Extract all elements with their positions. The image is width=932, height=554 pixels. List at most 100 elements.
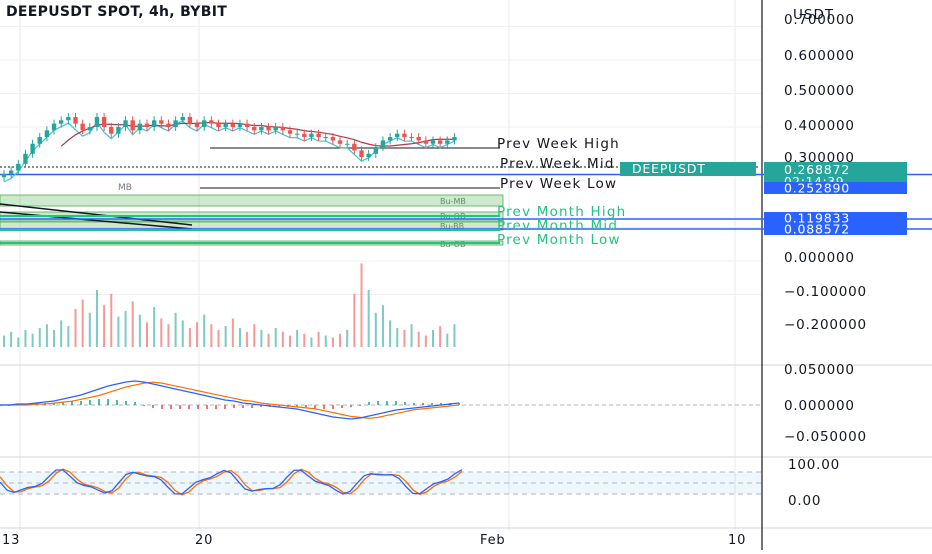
- level-label-2: Prev Week Low: [500, 176, 617, 192]
- volume-bar: [67, 326, 70, 347]
- candle-body: [244, 123, 250, 127]
- candle-body: [395, 133, 400, 138]
- stoch-tick-label-0: 100.00: [788, 457, 840, 473]
- volume-bar: [81, 299, 84, 347]
- candle-body: [237, 123, 243, 127]
- volume-bar: [274, 328, 277, 347]
- volume-bar: [17, 337, 20, 347]
- macd-histogram-bar: [296, 405, 298, 407]
- candle-body: [230, 123, 235, 127]
- price-tick-label-6: −0.100000: [784, 284, 867, 300]
- volume-bar: [381, 305, 384, 347]
- volume-bar: [117, 316, 120, 347]
- candle-body: [116, 127, 121, 134]
- zone-label-3: Bu-OB: [440, 240, 465, 249]
- time-tick-label-1: 20: [195, 533, 213, 548]
- volume-bar: [424, 335, 427, 347]
- candle-body: [109, 127, 114, 134]
- volume-bar: [167, 324, 170, 347]
- volume-bar: [303, 333, 306, 347]
- volume-bar: [231, 318, 234, 347]
- macd-histogram-bar: [314, 405, 316, 409]
- volume-bar: [281, 331, 284, 347]
- macd-histogram-bar: [458, 403, 460, 405]
- macd-histogram-bar: [395, 401, 397, 405]
- volume-bar: [317, 331, 320, 347]
- volume-bar: [331, 337, 334, 347]
- macd-histogram-bar: [224, 405, 226, 409]
- candle-body: [187, 116, 193, 124]
- candle-body: [130, 120, 135, 131]
- price-tick-label-5: 0.000000: [784, 250, 855, 266]
- macd-histogram-bar: [404, 402, 406, 405]
- candle-body: [437, 140, 443, 144]
- candle-body: [287, 130, 293, 134]
- level-label-3: Prev Month High: [497, 204, 626, 220]
- candle-body: [373, 147, 378, 154]
- volume-bar: [267, 333, 270, 347]
- volume-bar: [53, 329, 56, 347]
- macd-tick-label-0: 0.050000: [784, 362, 855, 378]
- macd-histogram-bar: [197, 405, 199, 409]
- macd-histogram-bar: [179, 405, 181, 409]
- volume-bar: [439, 326, 442, 347]
- candle-body: [66, 116, 71, 121]
- volume-bar: [324, 335, 327, 347]
- macd-histogram-bar: [215, 405, 217, 409]
- macd-histogram-bar: [170, 405, 172, 409]
- macd-histogram-bar: [431, 403, 433, 405]
- price-badge-value-2: 0.119833: [784, 211, 850, 226]
- candle-body: [223, 123, 228, 127]
- candle-body: [302, 133, 307, 138]
- level-label-4: Prev Month Mid: [497, 218, 618, 234]
- candle-body: [252, 127, 257, 131]
- macd-histogram-bar: [206, 405, 208, 409]
- volume-bar: [374, 312, 377, 347]
- candle-body: [352, 143, 357, 151]
- level-label-5: Prev Month Low: [497, 232, 621, 248]
- price-tick-label-0: 0.700000: [784, 12, 855, 28]
- price-tick-label-2: 0.500000: [784, 83, 855, 99]
- candle-body: [273, 127, 278, 131]
- candle-body: [430, 140, 436, 144]
- volume-bar: [403, 329, 406, 347]
- volume-bar: [110, 293, 113, 347]
- volume-bar: [10, 331, 13, 347]
- macd-histogram-bar: [413, 403, 415, 405]
- price-badge-2: [764, 212, 907, 224]
- price-tick-label-1: 0.600000: [784, 48, 855, 64]
- volume-bar: [246, 331, 249, 347]
- macd-histogram-bar: [107, 399, 109, 405]
- level-label-1: Prev Week Mid: [500, 156, 615, 172]
- candle-body: [151, 120, 157, 127]
- macd-histogram-bar: [161, 405, 163, 409]
- candle-body: [216, 123, 221, 127]
- macd-histogram-bar: [62, 402, 64, 405]
- candle-body: [180, 116, 185, 121]
- candle-body: [345, 143, 350, 145]
- candle-body: [294, 133, 300, 135]
- macd-histogram-bar: [242, 405, 244, 408]
- volume-bar: [389, 320, 392, 347]
- macd-histogram-bar: [332, 405, 334, 409]
- volume-bar: [253, 324, 256, 347]
- macd-histogram-bar: [305, 405, 307, 408]
- volume-bar: [188, 328, 191, 347]
- time-tick-label-3: 10: [728, 533, 746, 548]
- macd-histogram-bar: [251, 405, 253, 408]
- candle-body: [416, 137, 421, 141]
- candle-body: [37, 137, 42, 144]
- candle-body: [387, 137, 393, 141]
- macd-histogram-bar: [116, 400, 118, 405]
- macd-histogram-bar: [350, 405, 352, 407]
- volume-bar: [45, 324, 48, 347]
- volume-bar: [446, 333, 449, 347]
- macd-histogram-bar: [80, 401, 82, 405]
- volume-bar: [353, 293, 356, 347]
- candle-body: [73, 116, 78, 124]
- candle-body: [137, 123, 143, 131]
- macd-signal-line: [0, 381, 460, 419]
- candle-body: [423, 140, 429, 144]
